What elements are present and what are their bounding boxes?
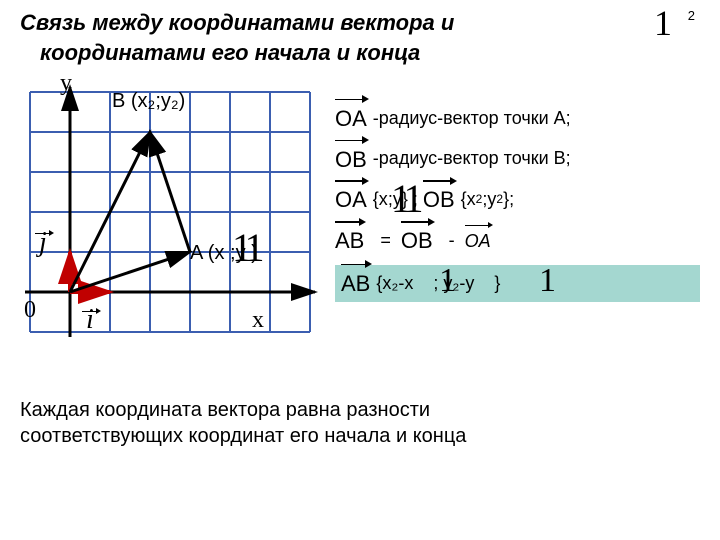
vec-OA-3: OA bbox=[465, 227, 491, 254]
right-text: OA -радиус-вектор точки А; OB -радиус-ве… bbox=[335, 72, 700, 372]
big-one-decor: 1 bbox=[654, 2, 672, 44]
title-line1: Связь между координатами вектора и bbox=[20, 10, 700, 36]
page-number: 2 bbox=[688, 8, 695, 23]
bottom-line1: Каждая координата вектора равна разности bbox=[20, 397, 700, 423]
overlay-1-a: 1 bbox=[439, 257, 456, 305]
vec-OB-2: OB bbox=[423, 183, 455, 216]
title-line2: координатами его начала и конца bbox=[20, 40, 700, 66]
OB-coord-end: }; bbox=[503, 187, 514, 212]
eq-sign: = bbox=[380, 228, 391, 253]
OB-coord-open: {x bbox=[461, 187, 476, 212]
bottom-text: Каждая координата вектора равна разности… bbox=[20, 397, 700, 449]
OB-coord-mid: ;y bbox=[482, 187, 496, 212]
vec-OB-3: OB bbox=[401, 224, 433, 257]
sub2a: 2 bbox=[476, 191, 483, 208]
overlay-1-b: 1 bbox=[539, 257, 556, 305]
point-B-label: B (x₂;y₂) bbox=[112, 90, 185, 113]
vec-OA-2: OA bbox=[335, 183, 367, 216]
unit-i-arrow bbox=[82, 308, 100, 315]
OA-desc: -радиус-вектор точки А; bbox=[373, 106, 571, 131]
bottom-line2: соответствующих координат его начала и к… bbox=[20, 423, 700, 449]
vec-AB-2: AB bbox=[341, 267, 370, 300]
y-axis-label: y bbox=[60, 70, 72, 97]
diagram: y x 0 B (x₂;y₂) A (x ;y ) 11 i j bbox=[20, 72, 320, 372]
sub2b: 2 bbox=[496, 191, 503, 208]
unit-j-arrow bbox=[35, 230, 53, 237]
overlay-A-11: 11 bbox=[232, 224, 259, 271]
row-coords: OA {x ;y } ; OB {x2 ;y2 }; 11 bbox=[335, 183, 700, 216]
row-result: AB {x₂-x ; y₂-y } 1 1 bbox=[335, 265, 700, 302]
vec-OA: OA bbox=[335, 102, 367, 135]
res-a: {x₂-x bbox=[376, 271, 413, 296]
overlay-11-coords: 11 bbox=[391, 171, 418, 227]
vec-OB: OB bbox=[335, 143, 367, 176]
origin-label: 0 bbox=[24, 297, 36, 324]
row-OB: OB -радиус-вектор точки В; bbox=[335, 143, 700, 176]
diagram-svg bbox=[20, 72, 320, 352]
row-OA: OA -радиус-вектор точки А; bbox=[335, 102, 700, 135]
minus-sign: - bbox=[449, 228, 455, 253]
row-eq: AB = OB - OA bbox=[335, 224, 700, 257]
content: y x 0 B (x₂;y₂) A (x ;y ) 11 i j OA -рад… bbox=[20, 72, 700, 372]
OB-desc: -радиус-вектор точки В; bbox=[373, 146, 571, 171]
vec-AB: AB bbox=[335, 224, 364, 257]
x-axis-label: x bbox=[252, 307, 264, 334]
res-c: } bbox=[494, 271, 500, 296]
OA-coord-open: {x bbox=[373, 187, 388, 212]
